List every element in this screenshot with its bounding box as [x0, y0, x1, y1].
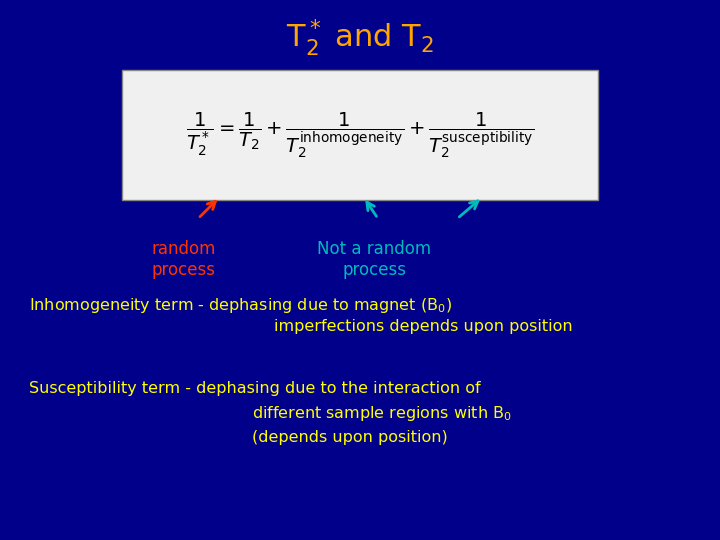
Text: different sample regions with B$_0$: different sample regions with B$_0$ [252, 403, 512, 423]
Text: $\dfrac{1}{T_2^*} = \dfrac{1}{T_2} + \dfrac{1}{T_2^{\mathrm{inhomogeneity}}} + \: $\dfrac{1}{T_2^*} = \dfrac{1}{T_2} + \df… [186, 110, 534, 160]
Text: (depends upon position): (depends upon position) [252, 430, 448, 445]
Text: T$_2^*$ and T$_2$: T$_2^*$ and T$_2$ [286, 17, 434, 58]
Text: random
process: random process [151, 240, 216, 279]
Text: imperfections depends upon position: imperfections depends upon position [274, 319, 572, 334]
Text: Inhomogeneity term - dephasing due to magnet (B$_0$): Inhomogeneity term - dephasing due to ma… [29, 295, 452, 315]
Text: Not a random
process: Not a random process [318, 240, 431, 279]
Text: Susceptibility term - dephasing due to the interaction of: Susceptibility term - dephasing due to t… [29, 381, 480, 396]
FancyBboxPatch shape [122, 70, 598, 200]
